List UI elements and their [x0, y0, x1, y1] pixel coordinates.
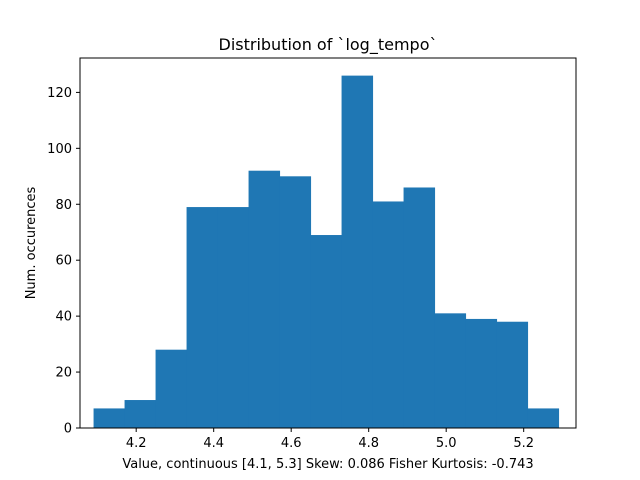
x-tick-label: 5.0 [436, 436, 457, 451]
y-tick-label: 120 [47, 86, 72, 101]
y-tick-label: 100 [47, 142, 72, 157]
x-tick-label: 4.4 [203, 436, 224, 451]
chart-title: Distribution of `log_tempo` [219, 35, 438, 55]
y-tick-label: 40 [55, 310, 72, 325]
y-tick-label: 20 [55, 366, 72, 381]
histogram-bar-3 [186, 207, 219, 428]
y-axis-ticks: 0 20 40 60 80 100 120 [47, 86, 80, 437]
histogram-bar-2 [155, 349, 188, 428]
histogram-bar-0 [93, 408, 126, 428]
x-tick-label: 4.6 [281, 436, 302, 451]
histogram-bar-13 [496, 321, 529, 428]
y-tick-label: 80 [55, 198, 72, 213]
histogram-bar-6 [279, 176, 312, 428]
x-axis-ticks: 4.2 4.4 4.6 4.8 5.0 5.2 [126, 428, 534, 451]
y-tick-label: 60 [55, 254, 72, 269]
histogram-bar-7 [310, 235, 343, 428]
y-axis-label: Num. occurences [24, 186, 39, 299]
bars-group [93, 75, 560, 428]
histogram-bar-11 [434, 313, 467, 428]
x-tick-label: 5.2 [513, 436, 534, 451]
plot-frame [79, 57, 577, 429]
histogram-bar-9 [372, 201, 405, 428]
y-tick-label: 0 [64, 422, 72, 437]
histogram-bar-5 [248, 170, 281, 428]
histogram-bar-8 [341, 75, 374, 428]
histogram-bar-1 [124, 400, 157, 428]
histogram-bar-12 [465, 318, 498, 428]
histogram-bar-4 [217, 207, 250, 428]
x-tick-label: 4.2 [126, 436, 147, 451]
x-tick-label: 4.8 [358, 436, 379, 451]
histogram-bar-14 [527, 408, 560, 428]
x-axis-label: Value, continuous [4.1, 5.3] Skew: 0.086… [122, 457, 533, 472]
histogram-bar-10 [403, 187, 436, 428]
